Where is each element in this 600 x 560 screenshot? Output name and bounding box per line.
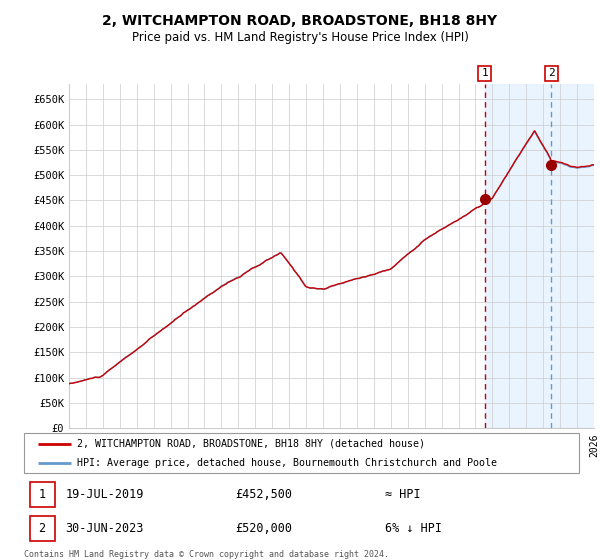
Text: 19-JUL-2019: 19-JUL-2019	[65, 488, 144, 501]
Text: 6% ↓ HPI: 6% ↓ HPI	[385, 522, 442, 535]
Text: 30-JUN-2023: 30-JUN-2023	[65, 522, 144, 535]
Text: 2: 2	[38, 522, 46, 535]
FancyBboxPatch shape	[29, 516, 55, 542]
Text: £452,500: £452,500	[235, 488, 292, 501]
FancyBboxPatch shape	[29, 482, 55, 507]
Text: HPI: Average price, detached house, Bournemouth Christchurch and Poole: HPI: Average price, detached house, Bour…	[77, 458, 497, 468]
Text: 1: 1	[38, 488, 46, 501]
Text: ≈ HPI: ≈ HPI	[385, 488, 421, 501]
Text: 2: 2	[548, 68, 555, 78]
Text: Contains HM Land Registry data © Crown copyright and database right 2024.
This d: Contains HM Land Registry data © Crown c…	[24, 550, 389, 560]
Text: 2, WITCHAMPTON ROAD, BROADSTONE, BH18 8HY (detached house): 2, WITCHAMPTON ROAD, BROADSTONE, BH18 8H…	[77, 439, 425, 449]
Text: 1: 1	[481, 68, 488, 78]
Text: 2, WITCHAMPTON ROAD, BROADSTONE, BH18 8HY: 2, WITCHAMPTON ROAD, BROADSTONE, BH18 8H…	[103, 14, 497, 28]
Bar	[485, 84, 594, 428]
Text: Price paid vs. HM Land Registry's House Price Index (HPI): Price paid vs. HM Land Registry's House …	[131, 31, 469, 44]
Text: £520,000: £520,000	[235, 522, 292, 535]
Bar	[551, 84, 594, 428]
